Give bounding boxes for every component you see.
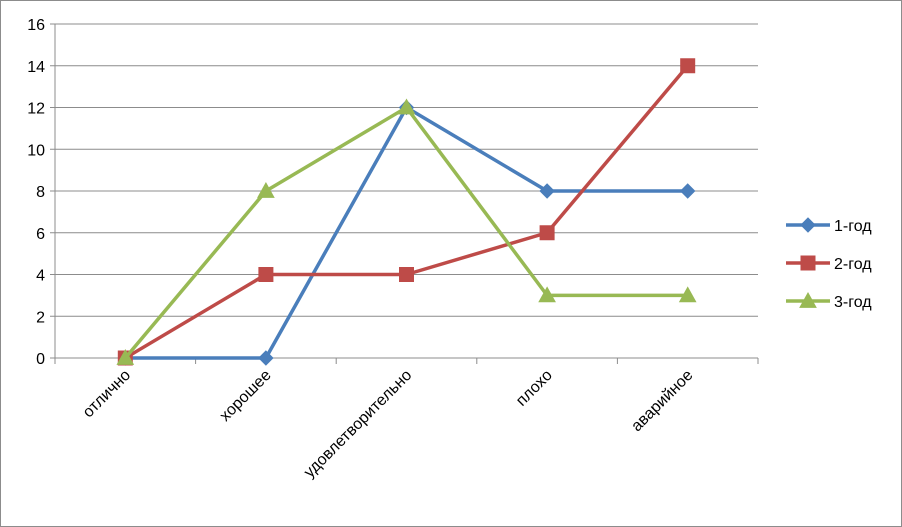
y-tick-label: 12 [27,101,45,118]
x-tick-label: аварийное [628,367,696,435]
data-point [257,181,275,198]
legend-marker [800,255,816,271]
x-tick-label: удовлетворительно [301,367,416,482]
y-tick-label: 2 [36,309,45,326]
legend-item: 3-год [786,291,872,311]
legend-marker [800,217,816,233]
x-tick-labels: отлично хорошее удовлетворительно плохо авар… [80,367,697,482]
data-point [538,286,556,303]
legend-label: 1-год [834,218,872,235]
y-tick-label: 14 [27,59,45,76]
legend-label: 3-год [834,294,872,311]
legend-label: 2-год [834,256,872,273]
x-tick-label: плохо [513,367,556,410]
series [116,58,697,366]
data-point [678,286,697,303]
x-tick-label: отлично [80,367,134,421]
data-point [258,267,274,282]
axes [50,23,759,364]
legend-item: 1-год [786,217,872,235]
data-point [397,98,416,115]
data-point [258,350,274,366]
data-point [539,183,555,199]
data-point [116,348,135,365]
y-tick-label: 16 [27,17,45,34]
legend-marker [799,291,817,308]
series-3 [116,98,697,365]
y-tick-label: 0 [36,351,45,368]
y-tick-labels: 0 2 4 6 8 10 12 14 16 [27,17,45,368]
legend: 1-год 2-год 3-год [786,217,872,311]
x-tick-label: хорошее [217,367,275,425]
data-point [539,225,555,241]
data-point [399,267,414,282]
data-point [679,183,696,199]
data-point [680,58,696,74]
legend-item: 2-год [786,255,872,273]
y-tick-label: 6 [36,226,45,243]
y-tick-label: 8 [36,184,45,201]
y-tick-label: 10 [27,142,45,159]
y-tick-label: 4 [36,268,45,285]
